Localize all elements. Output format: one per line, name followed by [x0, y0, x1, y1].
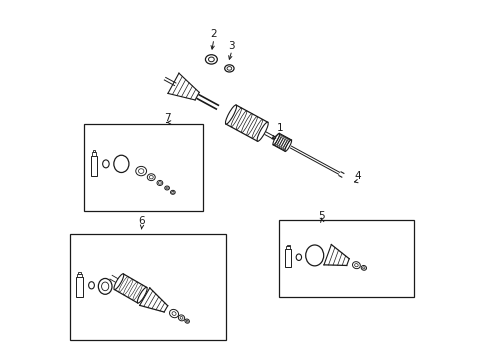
- Bar: [76, 277, 82, 297]
- Bar: [278, 220, 413, 297]
- Ellipse shape: [354, 264, 357, 267]
- Text: 5: 5: [318, 211, 325, 221]
- Ellipse shape: [184, 319, 189, 323]
- Ellipse shape: [98, 279, 112, 294]
- Ellipse shape: [272, 134, 279, 145]
- Bar: [78, 271, 81, 274]
- Bar: [285, 247, 289, 249]
- Ellipse shape: [157, 180, 163, 185]
- Ellipse shape: [170, 190, 175, 194]
- Text: 7: 7: [163, 113, 170, 123]
- Bar: [92, 150, 95, 152]
- Ellipse shape: [178, 315, 184, 321]
- Ellipse shape: [225, 105, 236, 124]
- Bar: [84, 124, 203, 211]
- Ellipse shape: [285, 140, 291, 152]
- Text: 4: 4: [354, 171, 361, 181]
- Ellipse shape: [186, 320, 188, 322]
- Bar: [286, 245, 289, 247]
- Ellipse shape: [114, 274, 123, 289]
- Ellipse shape: [208, 57, 214, 62]
- Text: 6: 6: [138, 216, 145, 226]
- Ellipse shape: [88, 282, 94, 289]
- Ellipse shape: [352, 262, 360, 269]
- Ellipse shape: [296, 254, 301, 261]
- Ellipse shape: [226, 67, 231, 70]
- Bar: [285, 249, 290, 267]
- Ellipse shape: [257, 122, 268, 141]
- Ellipse shape: [114, 155, 129, 172]
- Text: 1: 1: [277, 123, 283, 133]
- Ellipse shape: [147, 174, 155, 181]
- Ellipse shape: [164, 186, 169, 190]
- Ellipse shape: [165, 187, 168, 189]
- Ellipse shape: [102, 282, 108, 291]
- Ellipse shape: [361, 265, 366, 270]
- Bar: [91, 156, 97, 176]
- Ellipse shape: [180, 316, 183, 319]
- Bar: [77, 274, 81, 277]
- Ellipse shape: [172, 312, 176, 315]
- Ellipse shape: [171, 191, 174, 193]
- Bar: [70, 234, 226, 340]
- Ellipse shape: [305, 245, 323, 266]
- Ellipse shape: [205, 55, 217, 64]
- Text: 3: 3: [228, 41, 235, 51]
- Ellipse shape: [149, 175, 153, 179]
- Ellipse shape: [158, 182, 161, 184]
- Ellipse shape: [138, 169, 143, 174]
- Ellipse shape: [137, 287, 147, 303]
- Ellipse shape: [136, 166, 146, 176]
- Ellipse shape: [362, 267, 365, 269]
- Ellipse shape: [102, 160, 109, 168]
- Ellipse shape: [169, 309, 178, 318]
- Text: 2: 2: [210, 29, 217, 39]
- Bar: [92, 152, 96, 156]
- Ellipse shape: [224, 65, 234, 72]
